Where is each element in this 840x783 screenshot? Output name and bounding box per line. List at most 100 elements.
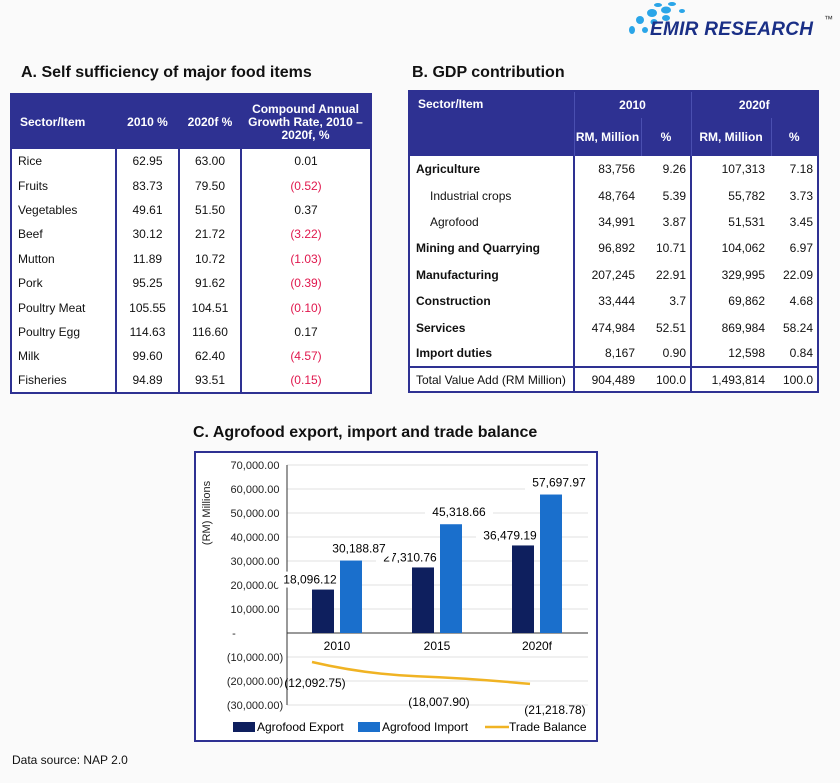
table-cell: 48,764 <box>598 188 635 203</box>
y-tick-label: 10,000.00 <box>231 604 280 616</box>
table-cell: 207,245 <box>591 267 635 282</box>
data-label-bg <box>476 527 544 544</box>
table-cell: Pork <box>18 276 43 291</box>
data-source: Data source: NAP 2.0 <box>12 753 128 767</box>
table-cell: 4.68 <box>789 294 813 309</box>
table-cell: 62.40 <box>178 344 241 369</box>
table-cell: 62.95 <box>115 149 179 174</box>
table-cell: 9.26 <box>641 156 692 183</box>
table-cell: 33,444 <box>598 294 635 309</box>
table-row: Fisheries 94.89 93.51 (0.15) <box>11 368 371 393</box>
legend-swatch <box>233 722 255 732</box>
table-cell: 83.73 <box>115 173 179 198</box>
table-cell: Poultry Meat <box>18 300 86 315</box>
y-tick-label: 50,000.00 <box>231 508 280 520</box>
table-cell: 52.51 <box>641 314 692 341</box>
table-cell: 0.01 <box>240 149 371 174</box>
x-tick-label: 2015 <box>424 639 451 653</box>
table-cell: 51.50 <box>178 197 241 223</box>
table-cell: 83,756 <box>598 162 635 177</box>
table-b-title: B. GDP contribution <box>412 64 565 81</box>
table-cell: 91.62 <box>178 270 241 296</box>
table-cell: 96,892 <box>598 241 635 256</box>
legend-label: Trade Balance <box>509 720 587 734</box>
table-cell: 51,531 <box>728 214 765 229</box>
table-cell: 107,313 <box>721 162 765 177</box>
data-label: (21,218.78) <box>524 703 585 717</box>
table-cell: 869,984 <box>721 320 765 335</box>
data-label: 45,318.66 <box>432 505 486 519</box>
table-cell: (3.22) <box>240 222 371 247</box>
data-label: (12,092.75) <box>284 676 345 690</box>
table-cell: 5.39 <box>641 182 692 209</box>
table-cell: 11.89 <box>115 246 179 271</box>
table-cell: 30.12 <box>115 222 179 247</box>
table-row: Services 474,984 52.51 869,984 58.24 <box>409 314 818 341</box>
logo-trademark: ™ <box>824 14 833 24</box>
trade-chart: 70,000.00 60,000.00 50,000.00 40,000.00 30,0… <box>194 451 598 742</box>
data-label: 57,697.97 <box>532 476 586 490</box>
table-cell: 3.87 <box>641 208 692 236</box>
table-row: Industrial crops 48,764 5.39 55,782 3.73 <box>409 182 818 209</box>
trade-balance-line <box>311 660 531 686</box>
table-cell: Fruits <box>18 178 48 193</box>
row-label: Construction <box>409 287 575 315</box>
table-row: Milk 99.60 62.40 (4.57) <box>11 344 371 369</box>
logo-text: EMIR RESEARCH <box>650 19 814 40</box>
bar-agrofood-import <box>340 560 362 633</box>
table-cell: 69,862 <box>728 294 765 309</box>
legend-label: Agrofood Import <box>382 720 469 734</box>
col-subheader: % <box>640 118 691 156</box>
table-cell: Milk <box>18 349 40 364</box>
table-row: Construction 33,444 3.7 69,862 4.68 <box>409 287 818 315</box>
table-a-title: A. Self sufficiency of major food items <box>21 64 312 81</box>
bar-agrofood-export <box>312 589 334 633</box>
table-cell: 904,489 <box>574 366 641 393</box>
col-subheader: RM, Million <box>690 118 771 156</box>
y-tick-label: (20,000.00) <box>227 676 283 688</box>
row-label: Total Value Add (RM Million) <box>409 366 575 393</box>
table-cell: 105.55 <box>115 295 179 320</box>
table-cell: (0.39) <box>240 270 371 296</box>
table-cell: 474,984 <box>591 320 635 335</box>
table-cell: (0.10) <box>240 295 371 320</box>
y-tick-label: (10,000.00) <box>227 652 283 664</box>
chart-title: C. Agrofood export, import and trade bal… <box>193 424 538 441</box>
data-label: 36,479.19 <box>483 528 537 542</box>
data-label: 30,188.87 <box>332 542 386 556</box>
row-label: Services <box>409 314 575 341</box>
col-subheader: % <box>770 118 818 156</box>
row-label: Agrofood <box>409 208 575 236</box>
table-cell: (0.52) <box>240 173 371 198</box>
table-row: Total Value Add (RM Million) 904,489 100.0… <box>409 366 818 393</box>
y-tick-label: 60,000.00 <box>231 484 280 496</box>
bar-agrofood-import <box>540 494 562 633</box>
table-cell: 3.7 <box>641 287 692 315</box>
data-label: 18,096.12 <box>283 573 337 587</box>
table-cell: 93.51 <box>178 368 241 393</box>
table-cell: 94.89 <box>115 368 179 393</box>
table-row: Poultry Meat 105.55 104.51 (0.10) <box>11 295 371 320</box>
table-cell: 104,062 <box>721 241 765 256</box>
y-tick-label: 20,000.00 <box>231 580 280 592</box>
table-cell: 58.24 <box>782 320 813 335</box>
table-cell: 63.00 <box>178 149 241 174</box>
table-row: Mining and Quarrying 96,892 10.71 104,062 6.… <box>409 235 818 262</box>
table-cell: 12,598 <box>728 346 765 361</box>
col-header: Sector/Item <box>11 94 116 149</box>
legend-label: Agrofood Export <box>257 720 344 734</box>
table-cell: 95.25 <box>115 270 179 296</box>
emir-research-logo: EMIR RESEARCH ™ <box>610 0 840 46</box>
table-row: Agrofood 34,991 3.87 51,531 3.45 <box>409 208 818 236</box>
data-label: 27,310.76 <box>383 550 437 564</box>
y-tick-label: - <box>232 628 236 640</box>
row-label: Agriculture <box>409 156 575 183</box>
data-label-bg <box>525 474 593 491</box>
table-cell: 3.73 <box>789 188 813 203</box>
gdp-contribution-table: Sector/Item 2010 2020f RM, Million % RM,… <box>408 90 819 394</box>
table-cell: (0.15) <box>240 368 371 393</box>
col-header: Sector/Item <box>408 91 574 156</box>
chart-svg: 70,000.00 60,000.00 50,000.00 40,000.00 30,0… <box>201 460 593 734</box>
y-tick-label: 70,000.00 <box>231 460 280 472</box>
table-cell: 329,995 <box>721 267 765 282</box>
